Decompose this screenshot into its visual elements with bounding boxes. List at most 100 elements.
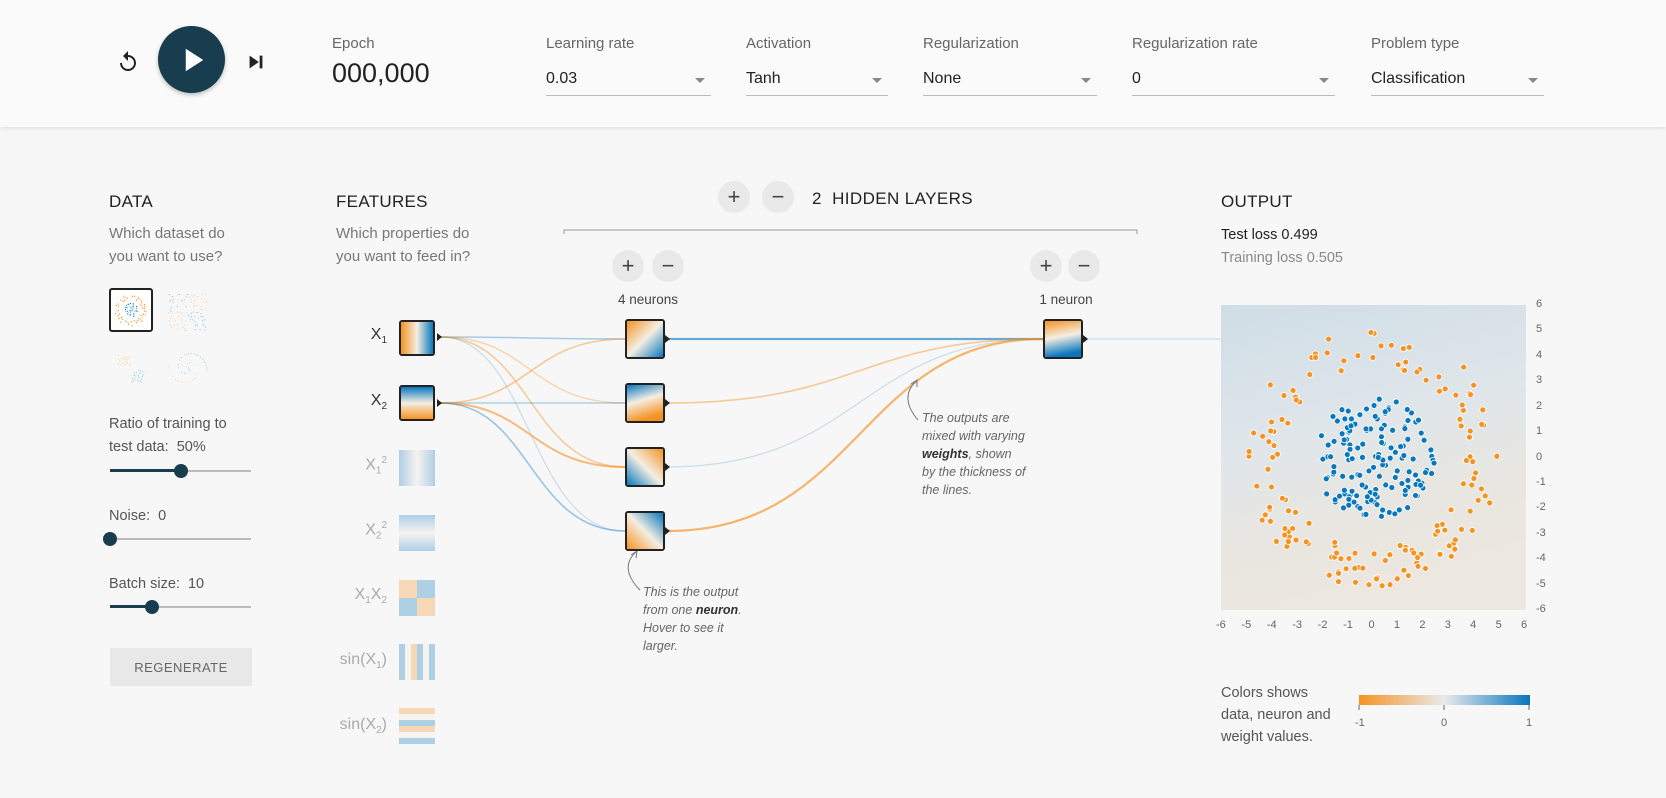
thumb-point: [176, 379, 180, 383]
thumb-point: [184, 305, 188, 309]
data-point-blue: [1395, 506, 1403, 514]
feature-x2-toggle[interactable]: [399, 385, 435, 421]
thumb-point: [186, 366, 190, 370]
thumb-point: [185, 362, 189, 366]
step-button[interactable]: [240, 46, 272, 78]
data-point-orange: [1422, 376, 1430, 384]
weight-link[interactable]: [440, 338, 626, 404]
activation-select[interactable]: Tanh: [746, 66, 888, 96]
thumb-point: [167, 362, 171, 366]
add-neuron-layer2-button[interactable]: +: [1030, 250, 1062, 282]
dataset-xor-thumb[interactable]: [166, 290, 210, 334]
feature-x1-squared-toggle[interactable]: [399, 450, 435, 486]
data-point-orange: [1468, 527, 1476, 534]
output-heatmap[interactable]: [1221, 305, 1526, 610]
thumb-point: [135, 379, 139, 383]
thumb-point: [126, 363, 130, 367]
thumb-point: [177, 367, 181, 371]
data-point-orange: [1323, 349, 1331, 357]
data-point-orange: [1458, 525, 1465, 533]
thumb-point: [181, 380, 185, 384]
learning-rate-select[interactable]: 0.03: [546, 66, 711, 96]
thumb-point: [136, 377, 140, 381]
weight-link[interactable]: [665, 337, 1045, 533]
thumb-point: [124, 355, 128, 359]
thumb-point: [127, 357, 131, 361]
remove-neuron-layer1-button[interactable]: −: [652, 250, 684, 282]
feature-sin-x2-toggle[interactable]: [399, 708, 435, 744]
feature-x1x2-toggle[interactable]: [399, 580, 435, 616]
weight-link[interactable]: [440, 336, 626, 404]
thumb-point: [180, 370, 184, 374]
thumb-point: [135, 298, 139, 302]
weight-link[interactable]: [440, 336, 626, 340]
add-neuron-layer1-button[interactable]: +: [612, 250, 644, 282]
weight-link[interactable]: [440, 402, 626, 532]
thumb-point: [175, 305, 179, 309]
ratio-label: Ratio of training to test data: 50%: [109, 413, 227, 459]
batch-size-slider[interactable]: [110, 600, 251, 614]
thumb-point: [132, 312, 136, 316]
remove-layer-button[interactable]: −: [762, 181, 794, 213]
regularization-select[interactable]: None: [923, 66, 1097, 96]
feature-x2-squared-toggle[interactable]: [399, 515, 435, 551]
neuron-heatmap: [627, 385, 663, 421]
neuron-1-3[interactable]: [625, 447, 665, 487]
thumb-point: [194, 353, 198, 356]
data-point-orange: [1456, 415, 1464, 423]
thumb-point: [171, 298, 175, 302]
thumb-point: [168, 307, 172, 311]
data-point-orange: [1333, 549, 1341, 557]
thumb-point: [187, 366, 190, 370]
thumb-point: [188, 368, 192, 372]
add-layer-button[interactable]: +: [718, 181, 750, 213]
thumb-point: [185, 362, 189, 366]
dataset-circle-thumb[interactable]: [109, 288, 153, 332]
weight-link[interactable]: [666, 338, 1044, 404]
feature-x1-toggle[interactable]: [399, 320, 435, 356]
play-pause-button[interactable]: [158, 26, 225, 93]
thumb-point: [185, 363, 189, 367]
neuron-2-1[interactable]: [1043, 319, 1083, 359]
dataset-gaussian-thumb[interactable]: [110, 346, 154, 390]
dataset-spiral-thumb[interactable]: [166, 346, 210, 390]
data-point-orange: [1493, 452, 1501, 460]
slider-thumb[interactable]: [145, 600, 160, 614]
data-point-blue: [1404, 417, 1412, 424]
thumb-point: [189, 379, 193, 383]
weight-link[interactable]: [440, 402, 626, 468]
regularization-rate-select[interactable]: 0: [1132, 66, 1335, 96]
ratio-slider[interactable]: [110, 464, 251, 478]
thumb-point: [127, 362, 131, 366]
slider-thumb[interactable]: [103, 532, 117, 546]
weight-link[interactable]: [440, 336, 626, 468]
thumb-point: [193, 299, 197, 303]
neuron-1-2[interactable]: [625, 383, 665, 423]
thumb-point: [187, 361, 191, 365]
data-point-blue: [1392, 398, 1400, 406]
weight-link[interactable]: [666, 338, 1044, 468]
thumb-point: [169, 298, 173, 302]
thumb-point: [171, 311, 175, 315]
thumb-point: [187, 380, 190, 384]
remove-neuron-layer2-button[interactable]: −: [1068, 250, 1100, 282]
thumb-point: [183, 371, 186, 375]
feature-sin-x1-toggle[interactable]: [399, 644, 435, 680]
neuron-1-1[interactable]: [625, 319, 665, 359]
data-point-blue: [1359, 440, 1367, 448]
noise-slider[interactable]: [103, 532, 251, 546]
chevron-down-icon: [872, 78, 882, 83]
play-icon: [185, 48, 203, 71]
data-point-blue: [1371, 412, 1379, 420]
problem-type-select[interactable]: Classification: [1371, 66, 1544, 96]
data-point-orange: [1268, 483, 1275, 491]
reset-button[interactable]: [112, 46, 144, 78]
data-point-orange: [1445, 542, 1453, 550]
regenerate-button[interactable]: REGENERATE: [110, 648, 252, 686]
callout-text: .: [738, 603, 742, 617]
slider-thumb[interactable]: [173, 464, 188, 478]
thumb-point: [121, 361, 125, 365]
neuron-1-4[interactable]: [625, 511, 665, 551]
thumb-point: [198, 327, 202, 331]
data-point-orange: [1387, 341, 1395, 349]
